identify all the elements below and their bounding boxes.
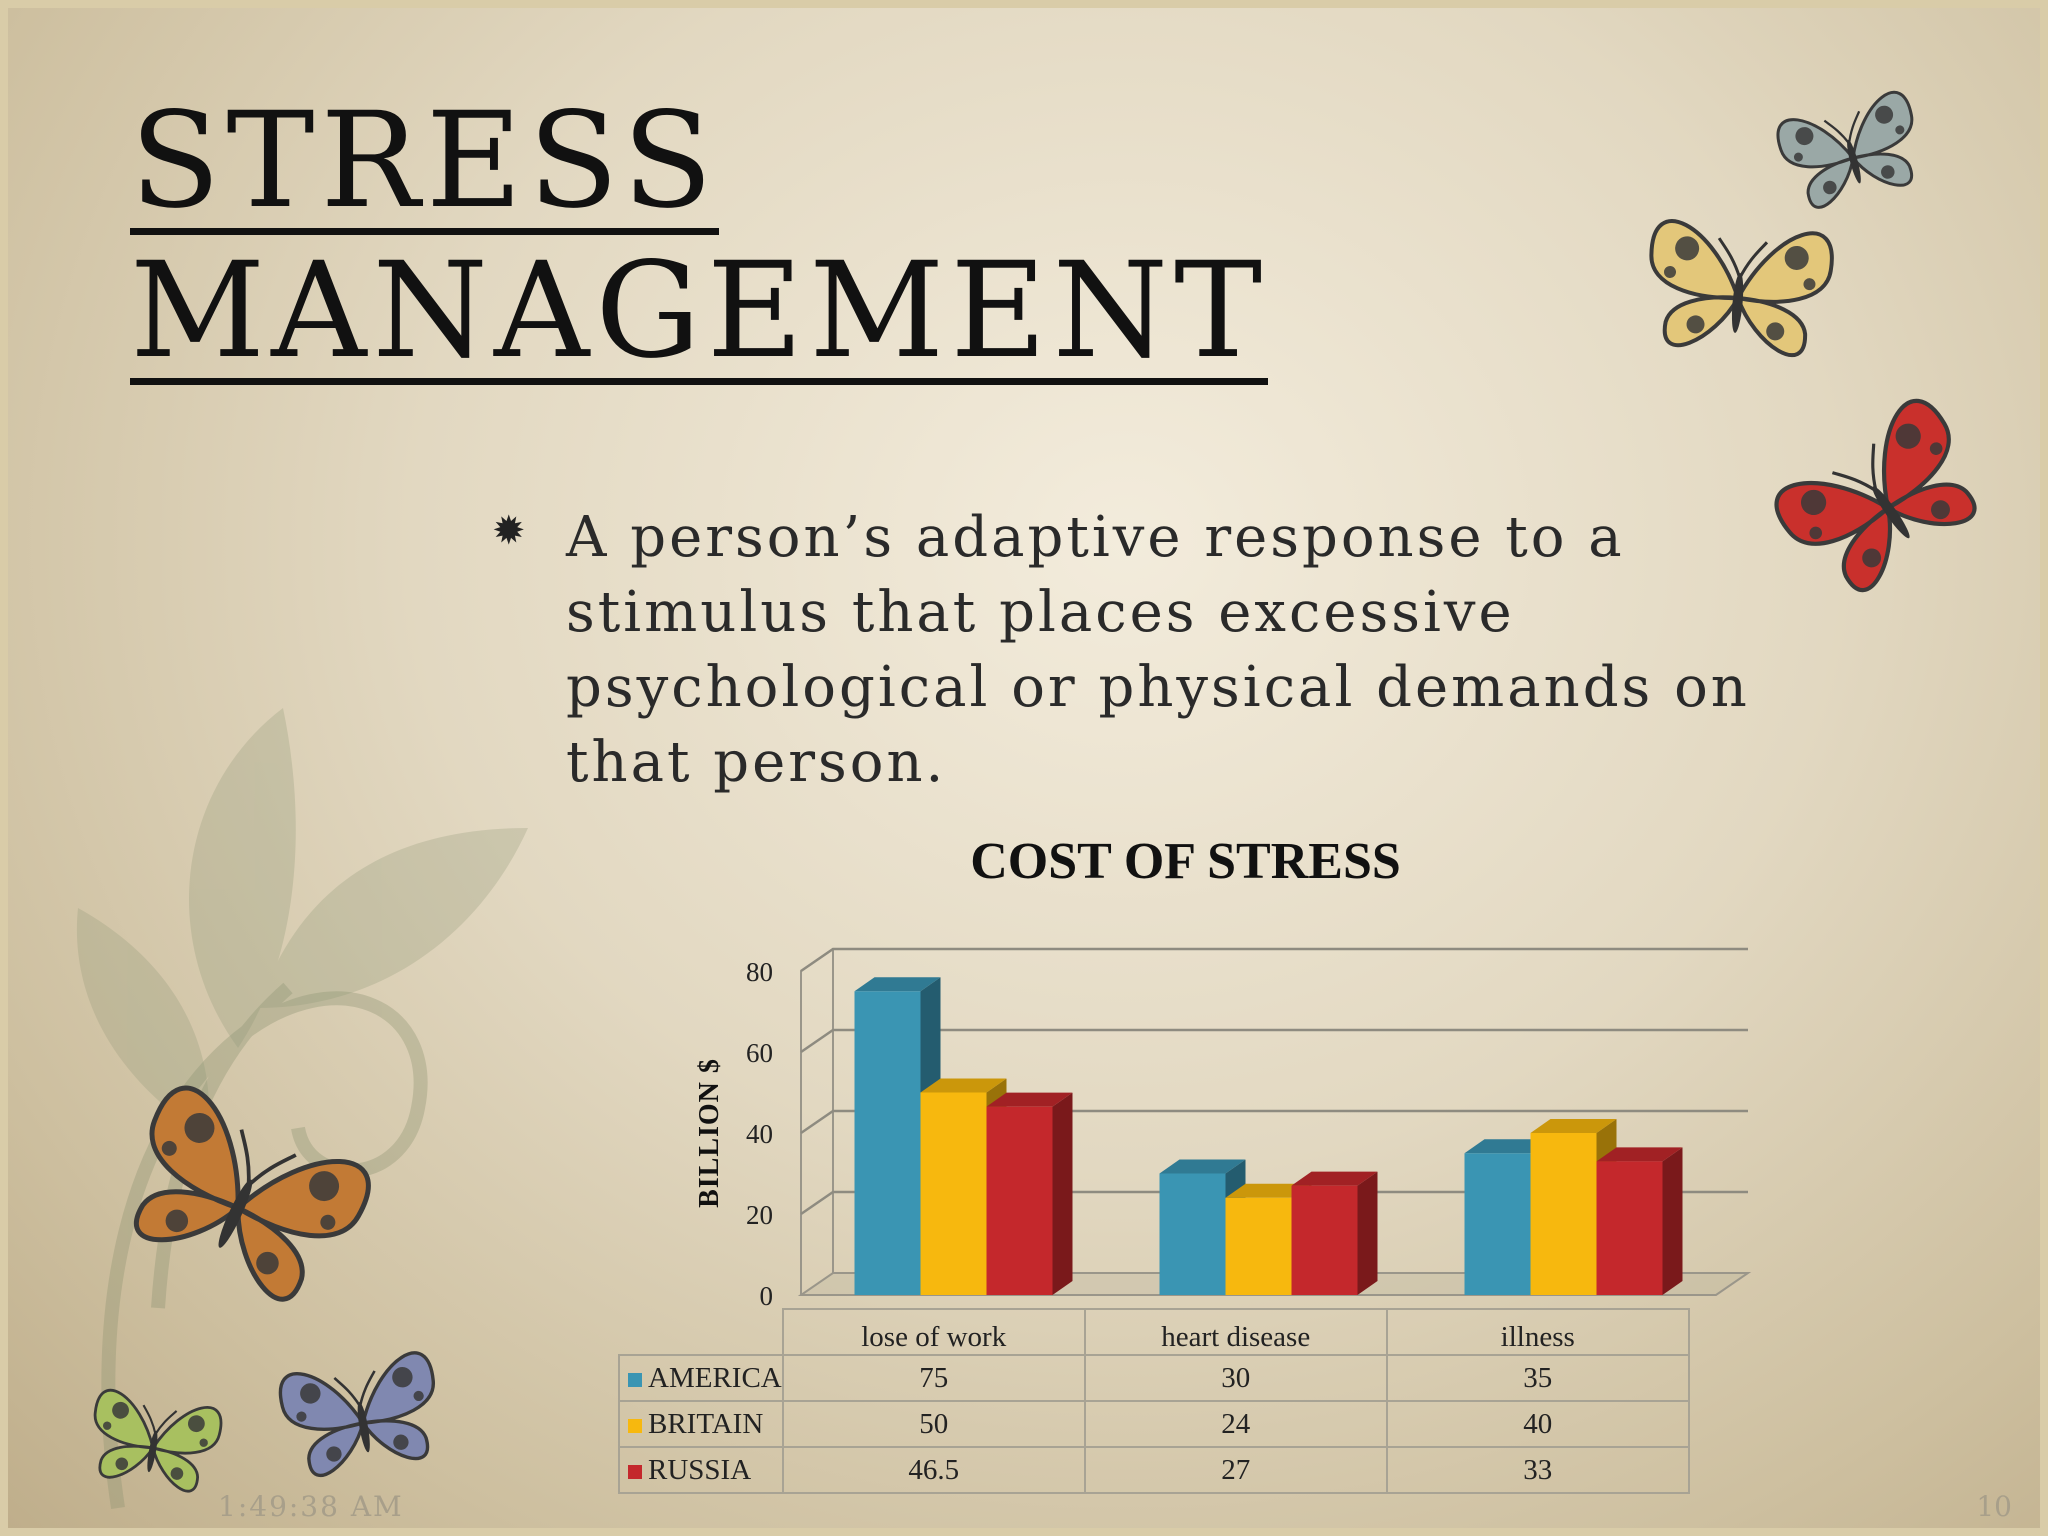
table-row: BRITAIN 50 24 40 bbox=[618, 1400, 1690, 1448]
bullet-text: A person’s adaptive response to a stimul… bbox=[566, 505, 1750, 795]
series-name: RUSSIA bbox=[648, 1453, 752, 1486]
legend-swatch-russia bbox=[628, 1464, 642, 1479]
category-label-lose-of-work: lose of work bbox=[781, 1308, 1086, 1356]
table-cell: 24 bbox=[1083, 1400, 1388, 1448]
series-name: BRITAIN bbox=[648, 1407, 764, 1440]
decor-layer: 0 20 40 60 80 bbox=[76, 90, 1977, 1510]
chart-data-table: lose of work heart disease illness AMERI… bbox=[618, 1308, 1690, 1494]
bar-russia-2 bbox=[1596, 1147, 1683, 1295]
table-cell: 30 bbox=[1083, 1354, 1388, 1402]
series-label-america: AMERICA bbox=[618, 1354, 784, 1402]
bullet-star-icon: ✹ bbox=[492, 508, 526, 554]
butterfly-icon bbox=[93, 1389, 223, 1493]
category-label-illness: illness bbox=[1385, 1308, 1690, 1356]
butterfly-icon bbox=[1776, 90, 1914, 209]
leaf-icon bbox=[76, 708, 528, 1138]
bar-america-0 bbox=[854, 977, 941, 1295]
butterfly-group bbox=[93, 90, 1977, 1493]
butterfly-icon bbox=[133, 1085, 371, 1302]
butterfly-icon bbox=[278, 1351, 435, 1478]
table-corner bbox=[619, 1309, 784, 1356]
bar-russia-1 bbox=[1291, 1171, 1378, 1295]
series-label-britain: BRITAIN bbox=[618, 1400, 784, 1448]
table-cell: 35 bbox=[1385, 1354, 1690, 1402]
table-row: AMERICA 75 30 35 bbox=[618, 1354, 1690, 1402]
bar-russia-0 bbox=[986, 1092, 1073, 1295]
table-cell: 75 bbox=[781, 1354, 1086, 1402]
chart-plot: 0 20 40 60 80 bbox=[746, 947, 1752, 1311]
series-name: AMERICA bbox=[648, 1361, 782, 1394]
category-label-heart-disease: heart disease bbox=[1083, 1308, 1388, 1356]
y-tick-label: 80 bbox=[746, 957, 773, 987]
page-title: STRESS MANAGEMENT bbox=[130, 84, 1269, 388]
gridline bbox=[800, 947, 1748, 973]
table-cell: 27 bbox=[1083, 1446, 1388, 1494]
table-cell: 50 bbox=[781, 1400, 1086, 1448]
y-tick-label: 60 bbox=[746, 1038, 773, 1068]
slide-number: 10 bbox=[1976, 1490, 2012, 1523]
table-cell: 40 bbox=[1385, 1400, 1690, 1448]
butterfly-icon bbox=[1774, 398, 1977, 593]
legend-swatch-britain bbox=[628, 1418, 642, 1433]
gridline bbox=[800, 1109, 1748, 1135]
legend-swatch-america bbox=[628, 1372, 642, 1387]
table-header-row: lose of work heart disease illness bbox=[619, 1308, 1690, 1356]
table-row: RUSSIA 46.5 27 33 bbox=[618, 1446, 1690, 1494]
title-line-2: MANAGEMENT bbox=[130, 234, 1269, 388]
butterfly-icon bbox=[1649, 219, 1834, 358]
y-tick-label: 20 bbox=[746, 1200, 773, 1230]
table-cell: 33 bbox=[1385, 1446, 1690, 1494]
table-cell: 46.5 bbox=[781, 1446, 1086, 1494]
y-tick-label: 40 bbox=[746, 1119, 773, 1149]
y-tick-label: 0 bbox=[760, 1281, 774, 1311]
series-label-russia: RUSSIA bbox=[618, 1446, 784, 1494]
gridline bbox=[800, 1028, 1748, 1054]
slide-time: 1:49:38 AM bbox=[218, 1490, 404, 1523]
gridline bbox=[800, 1190, 1748, 1216]
chart-title: COST OF STRESS bbox=[970, 833, 1401, 890]
title-line-1: STRESS bbox=[130, 84, 719, 238]
y-axis-label: BILLION $ bbox=[694, 1058, 725, 1208]
